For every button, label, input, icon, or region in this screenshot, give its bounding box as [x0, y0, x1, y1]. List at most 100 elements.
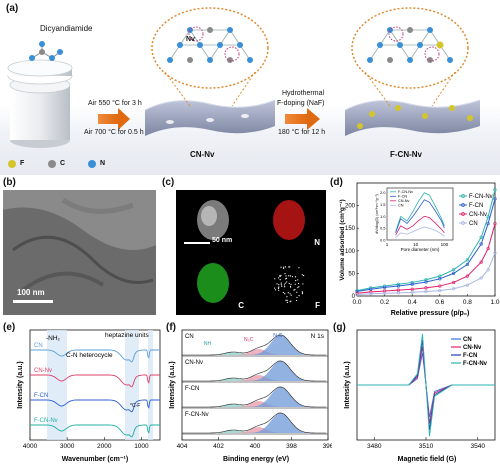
chart-d-inset-ytick-label: 0.5 — [380, 226, 386, 231]
eds-mapping: 50 nm N C F — [176, 190, 326, 315]
eds-label-c: C — [238, 301, 244, 310]
chart-e-series-label: F-CN-Nv — [34, 418, 58, 424]
chart-g-xtick-label: 3510 — [419, 443, 434, 450]
chart-d-inset-legend-label: CN — [398, 204, 404, 208]
chart-d-ytick-label: 100 — [345, 249, 356, 255]
f-dot — [274, 278, 276, 280]
chart-d-point — [410, 282, 414, 286]
chart-e-ylabel: Intensity (a.u.) — [17, 361, 24, 408]
chart-d-frame — [356, 182, 496, 297]
f-dot — [288, 282, 290, 285]
step1-line1: Air 550 °C for 3 h — [88, 100, 142, 107]
chart-e-series-line — [30, 349, 160, 363]
f-dot — [297, 282, 300, 285]
chart-d-inset-line — [395, 199, 445, 234]
cn-nv-sheet — [144, 99, 276, 136]
f-dot — [278, 289, 280, 291]
schematic-drawing — [7, 7, 481, 168]
chart-g-xlabel: Magnetic field (G) — [398, 456, 457, 463]
chart-d-point — [410, 290, 414, 294]
f-dot — [284, 266, 287, 268]
f-dot — [298, 295, 300, 297]
chart-d-inset-xlabel: Pore diameter (nm) — [401, 247, 440, 252]
legend-c-icon — [48, 160, 56, 168]
f-dot — [286, 296, 288, 298]
chart-d-ytick-label: 150 — [345, 226, 356, 232]
chart-d-point — [410, 287, 414, 291]
chart-f-envelope — [182, 386, 327, 408]
chart-d-legend-marker — [461, 212, 465, 216]
chart-e-xtick-label: 3000 — [60, 443, 75, 450]
chart-d-inset-line — [395, 215, 445, 236]
f-dot — [285, 275, 287, 277]
legend-n-icon — [88, 160, 96, 168]
f-dot — [287, 292, 289, 294]
chart-d-point — [410, 280, 414, 285]
product2-label: F-CN-Nv — [390, 150, 422, 159]
chart-d-point — [486, 215, 490, 219]
chart-g-ylabel: Intensity (a.u.) — [344, 361, 351, 408]
chart-d-point — [369, 292, 373, 296]
f-dot — [285, 278, 287, 280]
chart-f-n2c-peak — [182, 361, 328, 381]
f-dot — [278, 277, 280, 279]
chart-d-point — [451, 271, 456, 275]
lattice-1 — [167, 26, 253, 63]
f-dot — [280, 282, 282, 284]
chart-d-point — [465, 283, 469, 287]
panel-letter-b: (b) — [3, 177, 16, 188]
chart-d-point — [396, 282, 401, 286]
chart-f-ann-n2c: N₂C — [273, 333, 283, 339]
chart-d-ytick-label: 200 — [345, 204, 356, 210]
eds-tile-n: N — [252, 190, 326, 251]
chart-g: 3480 3510 3540 CN CN-Nv F-CN F-CN-Nv Magnetic… — [344, 329, 496, 463]
f-dot — [280, 284, 282, 286]
chart-f-xtick-label: 402 — [213, 443, 224, 450]
chart-d-point — [355, 293, 359, 297]
tem-texture — [3, 190, 156, 315]
chart-g-legend-label: CN — [463, 337, 472, 343]
chart-d-point — [382, 289, 387, 293]
chart-f: CN CN-Nv F-CN F-CN-Nv NH N₃C N₂C 404 402 400 398 3… — [169, 329, 332, 463]
step2-line3: 180 °C for 12 h — [278, 129, 326, 136]
chart-d-point — [479, 242, 483, 246]
f-dot — [282, 267, 285, 270]
chart-d-xtick-label: 0.4 — [408, 299, 417, 306]
chart-d-xtick-label: 0.6 — [435, 299, 444, 306]
chart-d-point — [424, 286, 428, 290]
f-dot — [289, 266, 291, 268]
f-dot — [279, 279, 281, 281]
step1-line2: Air 700 °C for 0.5 h — [84, 129, 144, 136]
chart-d-inset-ytick-label: 0.0 — [380, 238, 386, 243]
f-dot — [298, 267, 300, 269]
chart-d-inset-line — [395, 192, 445, 232]
chart-f-series-label: F-CN-Nv — [185, 412, 209, 418]
f-dot — [296, 296, 298, 299]
f-dot — [286, 299, 288, 301]
legend-n-label: N — [100, 160, 106, 167]
chart-g-legend-label: CN-Nv — [463, 345, 482, 351]
chart-d-xtick-label: 0.2 — [380, 299, 389, 306]
chart-d-point — [465, 274, 469, 278]
chart-f-n2c-peak — [182, 413, 328, 433]
chart-f-xtick-label: 400 — [250, 443, 261, 450]
f-dot — [284, 273, 286, 275]
chart-d-inset-xtick-label: 100 — [441, 242, 449, 247]
chart-e-xtick-label: 4000 — [23, 443, 38, 450]
f-dot — [298, 286, 300, 288]
chart-d-point — [355, 289, 359, 294]
chart-d-inset-legend-label: CN-Nv — [398, 199, 409, 203]
chart-d-inset-xtick-label: 1 — [386, 242, 389, 247]
chart-f-n3c-peak — [182, 349, 328, 355]
chart-d-point — [479, 235, 483, 239]
eds-scale-label: 50 nm — [212, 237, 233, 244]
f-dot — [284, 286, 286, 288]
chart-d-point — [493, 222, 497, 226]
chart-d-series-line — [356, 198, 496, 292]
chart-d-series-line — [356, 252, 496, 296]
chart-e-xtick-label: 1000 — [134, 443, 149, 450]
tem-scale-label: 100 nm — [17, 288, 45, 297]
product1-label: CN-Nv — [190, 150, 215, 159]
chart-d-legend-label: F-CN-Nv — [469, 194, 493, 200]
chart-d-point — [424, 289, 428, 294]
